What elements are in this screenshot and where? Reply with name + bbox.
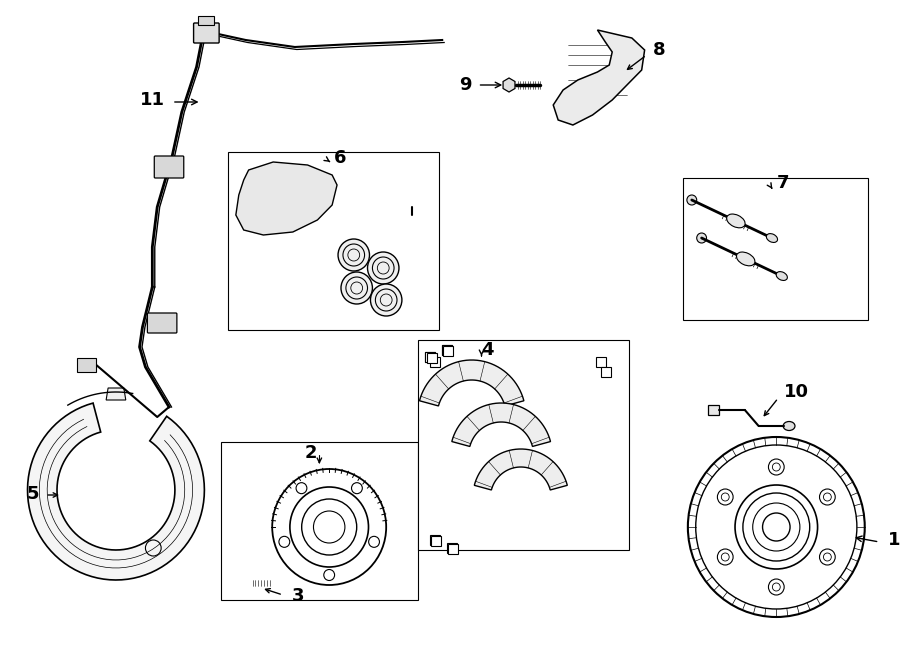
Text: 9: 9 xyxy=(459,76,472,94)
Circle shape xyxy=(697,233,706,243)
Bar xyxy=(430,357,440,367)
Circle shape xyxy=(367,252,399,284)
Polygon shape xyxy=(106,388,126,400)
Bar xyxy=(221,442,418,600)
Ellipse shape xyxy=(736,252,755,266)
Ellipse shape xyxy=(767,233,778,243)
Polygon shape xyxy=(503,78,515,92)
Ellipse shape xyxy=(406,165,416,180)
Bar xyxy=(448,544,458,554)
Text: 1: 1 xyxy=(888,531,900,549)
Polygon shape xyxy=(554,30,644,125)
Circle shape xyxy=(371,284,402,316)
Bar xyxy=(228,152,439,330)
Bar xyxy=(426,352,436,362)
Bar xyxy=(442,345,452,355)
Circle shape xyxy=(341,272,373,304)
Text: 10: 10 xyxy=(784,383,809,401)
Bar xyxy=(601,367,611,377)
FancyBboxPatch shape xyxy=(154,156,184,178)
Bar xyxy=(250,580,272,586)
Ellipse shape xyxy=(783,422,795,430)
Polygon shape xyxy=(419,360,524,406)
Ellipse shape xyxy=(829,295,842,305)
Ellipse shape xyxy=(776,272,788,280)
Bar xyxy=(431,536,441,546)
Bar xyxy=(707,405,719,415)
Ellipse shape xyxy=(237,578,250,588)
Bar xyxy=(443,346,453,356)
Bar xyxy=(447,543,457,553)
Text: 3: 3 xyxy=(292,587,304,605)
Bar xyxy=(428,353,437,363)
Bar xyxy=(199,16,214,25)
Bar xyxy=(76,358,96,372)
Bar xyxy=(426,352,436,362)
Text: 11: 11 xyxy=(140,91,165,109)
Text: 6: 6 xyxy=(334,149,346,167)
Text: 7: 7 xyxy=(777,174,788,192)
Text: 4: 4 xyxy=(482,341,494,359)
Ellipse shape xyxy=(726,214,745,228)
Bar xyxy=(418,340,629,550)
Text: 8: 8 xyxy=(652,41,665,59)
Circle shape xyxy=(338,239,370,271)
FancyBboxPatch shape xyxy=(194,23,219,43)
Bar xyxy=(430,535,440,545)
Bar xyxy=(442,345,452,355)
Ellipse shape xyxy=(816,269,831,281)
Bar xyxy=(597,357,607,367)
Polygon shape xyxy=(452,403,551,446)
FancyBboxPatch shape xyxy=(148,313,177,333)
Bar xyxy=(405,185,418,203)
Polygon shape xyxy=(474,449,567,490)
Ellipse shape xyxy=(408,204,416,210)
Polygon shape xyxy=(28,403,204,580)
Polygon shape xyxy=(236,162,338,235)
Ellipse shape xyxy=(598,72,607,84)
Text: 2: 2 xyxy=(304,444,317,462)
Bar xyxy=(683,178,868,320)
Circle shape xyxy=(687,195,697,205)
Text: 5: 5 xyxy=(27,485,40,503)
